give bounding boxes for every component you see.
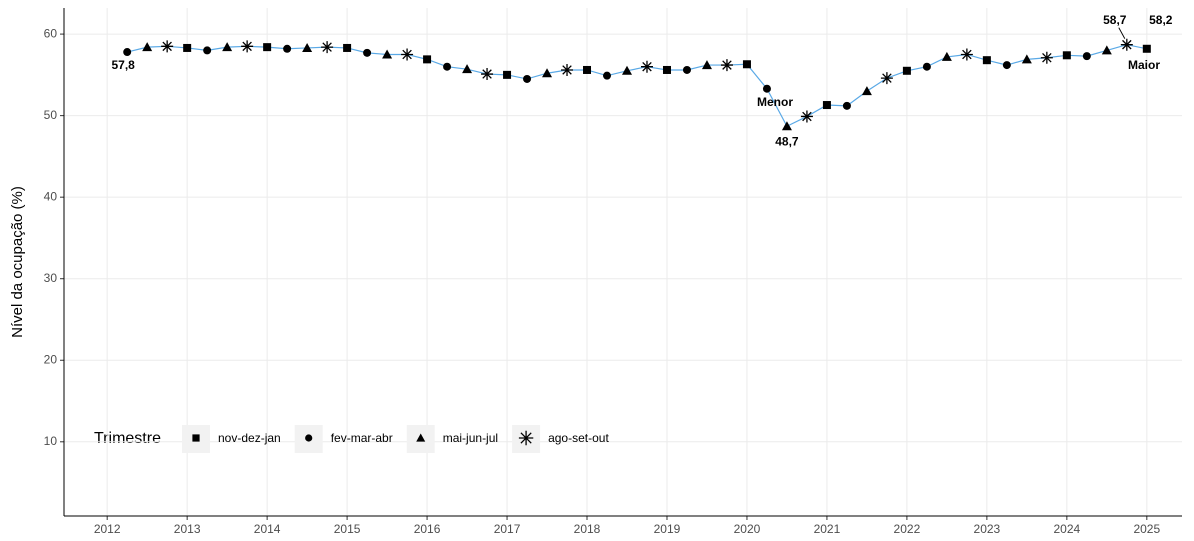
marker	[518, 430, 534, 446]
marker	[1120, 38, 1133, 51]
marker	[203, 46, 212, 55]
marker	[800, 110, 813, 123]
marker	[363, 48, 372, 57]
legend-label: mai-jun-jul	[443, 431, 498, 445]
legend-label: ago-set-out	[548, 431, 609, 445]
marker	[603, 71, 612, 80]
marker	[762, 84, 771, 93]
value-label: 48,7	[775, 134, 799, 148]
value-label: 58,2	[1149, 13, 1173, 27]
marker	[742, 60, 751, 69]
marker	[401, 48, 414, 61]
line	[127, 44, 1147, 128]
marker	[902, 66, 911, 75]
marker	[142, 42, 153, 52]
marker	[462, 64, 473, 74]
x-tick-label: 2019	[654, 522, 681, 536]
marker	[241, 40, 254, 53]
leader-line	[1118, 27, 1126, 39]
x-tick-label: 2016	[414, 522, 441, 536]
marker	[561, 63, 574, 76]
marker	[382, 49, 393, 59]
marker	[416, 433, 426, 442]
y-tick-label: 20	[44, 352, 58, 366]
marker	[822, 101, 831, 110]
x-tick-label: 2025	[1133, 522, 1160, 536]
marker	[283, 44, 292, 53]
marker	[192, 434, 200, 442]
y-tick-label: 60	[44, 26, 58, 40]
marker	[263, 43, 272, 52]
legend-label: nov-dez-jan	[218, 431, 281, 445]
marker	[922, 62, 931, 71]
y-axis-label: Nível da ocupação (%)	[9, 186, 26, 338]
y-tick-label: 40	[44, 189, 58, 203]
marker	[662, 65, 671, 74]
marker	[1082, 52, 1091, 61]
x-tick-label: 2012	[94, 522, 121, 536]
x-tick-label: 2023	[974, 522, 1001, 536]
marker	[720, 59, 733, 72]
marker	[305, 434, 313, 442]
marker	[503, 70, 512, 79]
marker	[941, 51, 952, 61]
marker	[302, 42, 313, 52]
value-label: 58,7	[1103, 13, 1127, 27]
x-tick-label: 2014	[254, 522, 281, 536]
x-tick-label: 2022	[894, 522, 921, 536]
marker	[842, 101, 851, 110]
x-tick-label: 2015	[334, 522, 361, 536]
marker	[222, 42, 233, 52]
x-tick-label: 2018	[574, 522, 601, 536]
marker	[1040, 51, 1053, 64]
marker	[960, 48, 973, 61]
y-tick-label: 50	[44, 108, 58, 122]
marker	[523, 74, 532, 83]
marker	[583, 65, 592, 74]
marker	[1021, 54, 1032, 64]
x-tick-label: 2021	[814, 522, 841, 536]
annotation: Maior	[1128, 58, 1160, 72]
marker	[781, 121, 792, 131]
marker	[701, 60, 712, 70]
marker	[640, 60, 653, 73]
y-tick-label: 10	[44, 434, 58, 448]
marker	[621, 65, 632, 75]
marker	[423, 55, 432, 64]
marker	[542, 68, 553, 78]
marker	[321, 41, 334, 54]
legend-label: fev-mar-abr	[331, 431, 393, 445]
x-tick-label: 2017	[494, 522, 521, 536]
marker	[343, 43, 352, 52]
x-tick-label: 2020	[734, 522, 761, 536]
marker	[982, 56, 991, 65]
marker	[443, 62, 452, 71]
marker	[1002, 61, 1011, 70]
marker	[183, 43, 192, 52]
marker	[1062, 51, 1071, 60]
legend-title: Trimestre	[94, 430, 161, 447]
x-tick-label: 2024	[1053, 522, 1080, 536]
y-tick-label: 30	[44, 271, 58, 285]
marker	[682, 65, 691, 74]
marker	[861, 86, 872, 96]
x-tick-label: 2013	[174, 522, 201, 536]
marker	[123, 48, 132, 57]
marker	[481, 68, 494, 81]
annotation: Menor	[757, 95, 793, 109]
marker	[880, 72, 893, 85]
marker	[1101, 45, 1112, 55]
value-label: 57,8	[111, 58, 135, 72]
marker	[161, 40, 174, 53]
marker	[1142, 44, 1151, 53]
